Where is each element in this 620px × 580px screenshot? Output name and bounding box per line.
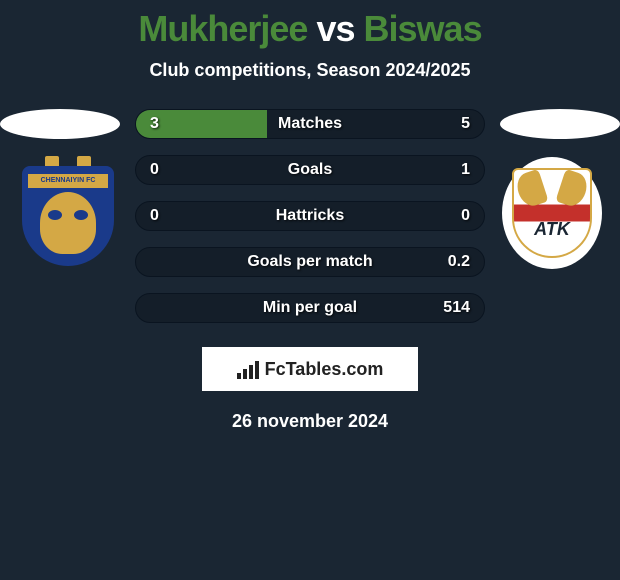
stat-bar: Min per goal 514 — [135, 293, 485, 323]
stat-value-right: 0 — [461, 207, 470, 225]
subtitle: Club competitions, Season 2024/2025 — [0, 60, 620, 81]
chart-icon — [237, 359, 259, 379]
chennaiyin-banner: CHENNAIYIN FC — [28, 174, 108, 188]
player1-name: Mukherjee — [138, 8, 307, 49]
stat-value-right: 0.2 — [448, 253, 470, 271]
team-right-logo: ATK — [502, 157, 602, 269]
stat-value-left: 0 — [150, 207, 159, 225]
stat-value-left: 0 — [150, 161, 159, 179]
stat-bar: Goals per match 0.2 — [135, 247, 485, 277]
stat-label: Matches — [278, 115, 342, 133]
date-text: 26 november 2024 — [0, 411, 620, 432]
flag-right-icon — [500, 109, 620, 139]
stat-value-right: 1 — [461, 161, 470, 179]
team-left-logo: CHENNAIYIN FC — [18, 157, 118, 269]
comparison-content: CHENNAIYIN FC ATK 3 Matches 5 0 — [0, 109, 620, 432]
stat-value-left: 3 — [150, 115, 159, 133]
flag-left-icon — [0, 109, 120, 139]
comparison-title: Mukherjee vs Biswas — [0, 0, 620, 50]
watermark: FcTables.com — [202, 347, 418, 391]
atk-text: ATK — [514, 219, 590, 240]
vs-text: vs — [316, 8, 354, 49]
stats-bars: 3 Matches 5 0 Goals 1 0 Hattricks 0 Goal… — [135, 109, 485, 323]
team-right: ATK — [500, 109, 620, 269]
atk-logo-icon: ATK — [512, 168, 592, 258]
stat-bar: 0 Hattricks 0 — [135, 201, 485, 231]
stat-label: Goals — [288, 161, 332, 179]
stat-label: Hattricks — [276, 207, 344, 225]
chennaiyin-logo-icon: CHENNAIYIN FC — [22, 160, 114, 266]
stat-label: Min per goal — [263, 299, 357, 317]
stat-value-right: 514 — [443, 299, 470, 317]
watermark-text: FcTables.com — [265, 359, 384, 380]
stat-label: Goals per match — [247, 253, 372, 271]
stat-value-right: 5 — [461, 115, 470, 133]
stat-bar: 3 Matches 5 — [135, 109, 485, 139]
player2-name: Biswas — [364, 8, 482, 49]
team-left: CHENNAIYIN FC — [0, 109, 120, 269]
stat-bar: 0 Goals 1 — [135, 155, 485, 185]
